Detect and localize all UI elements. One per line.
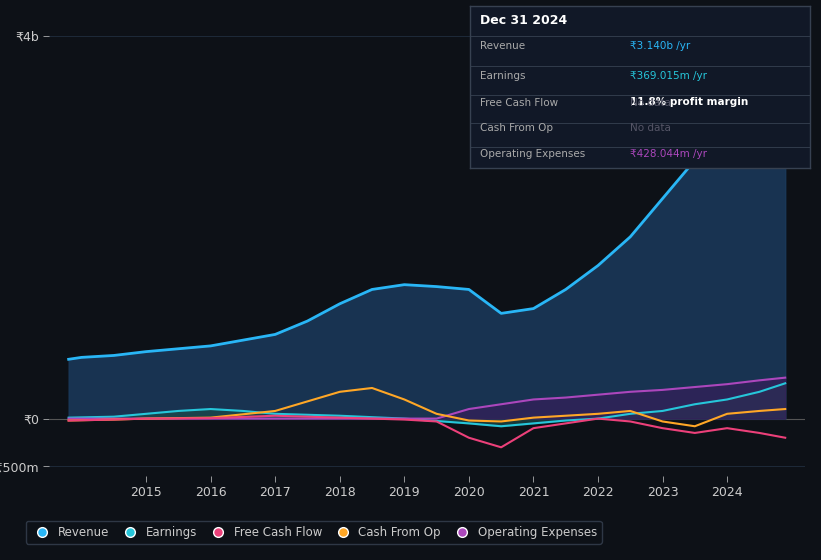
Text: Dec 31 2024: Dec 31 2024 <box>479 14 567 27</box>
Text: No data: No data <box>630 98 671 108</box>
Text: ₹369.015m /yr: ₹369.015m /yr <box>630 71 707 81</box>
Text: ₹3.140b /yr: ₹3.140b /yr <box>630 41 690 52</box>
Text: Earnings: Earnings <box>479 71 525 81</box>
Text: ₹428.044m /yr: ₹428.044m /yr <box>630 148 707 158</box>
Text: Revenue: Revenue <box>479 41 525 52</box>
Text: 11.8% profit margin: 11.8% profit margin <box>630 96 748 106</box>
Text: Free Cash Flow: Free Cash Flow <box>479 98 558 108</box>
Text: No data: No data <box>630 123 671 133</box>
Text: Cash From Op: Cash From Op <box>479 123 553 133</box>
Legend: Revenue, Earnings, Free Cash Flow, Cash From Op, Operating Expenses: Revenue, Earnings, Free Cash Flow, Cash … <box>25 521 602 544</box>
Text: Operating Expenses: Operating Expenses <box>479 148 585 158</box>
